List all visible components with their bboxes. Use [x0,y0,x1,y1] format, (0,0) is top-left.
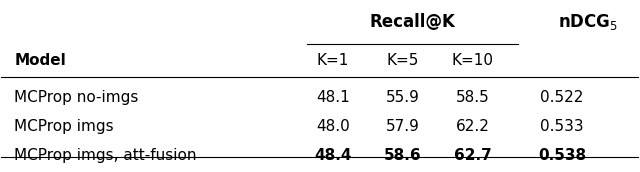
Text: 55.9: 55.9 [386,90,420,105]
Text: Model: Model [14,53,66,68]
Text: MCProp imgs, att-fusion: MCProp imgs, att-fusion [14,148,196,163]
Text: 58.5: 58.5 [456,90,490,105]
Text: 62.2: 62.2 [456,119,490,134]
Text: 57.9: 57.9 [386,119,420,134]
Text: 48.0: 48.0 [316,119,349,134]
Text: K=5: K=5 [387,53,419,68]
Text: 58.6: 58.6 [384,148,422,163]
Text: 0.538: 0.538 [538,148,586,163]
Text: nDCG$_5$: nDCG$_5$ [557,12,618,32]
Text: MCProp imgs: MCProp imgs [14,119,114,134]
Text: 0.533: 0.533 [540,119,584,134]
Text: 48.4: 48.4 [314,148,351,163]
Text: Recall@K: Recall@K [369,13,455,31]
Text: 62.7: 62.7 [454,148,492,163]
Text: MCProp no-imgs: MCProp no-imgs [14,90,138,105]
Text: K=1: K=1 [317,53,349,68]
Text: 48.1: 48.1 [316,90,349,105]
Text: K=10: K=10 [452,53,494,68]
Text: 0.522: 0.522 [540,90,584,105]
